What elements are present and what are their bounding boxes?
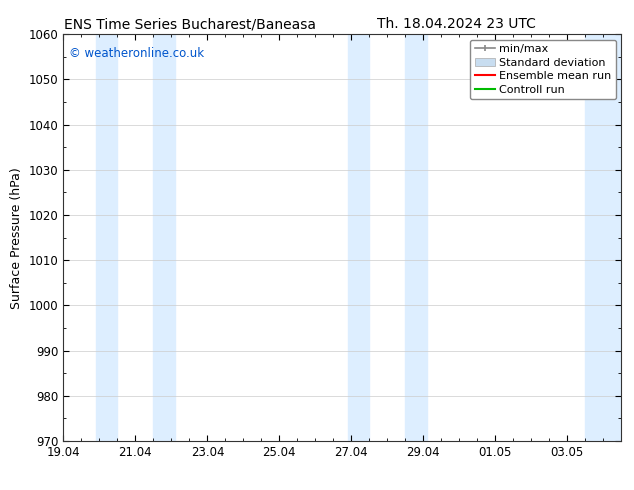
Y-axis label: Surface Pressure (hPa): Surface Pressure (hPa) <box>10 167 23 309</box>
Bar <box>153 34 175 441</box>
Text: Th. 18.04.2024 23 UTC: Th. 18.04.2024 23 UTC <box>377 17 536 31</box>
Bar <box>348 34 370 441</box>
Bar <box>96 34 117 441</box>
Bar <box>585 34 621 441</box>
Text: © weatheronline.co.uk: © weatheronline.co.uk <box>69 47 204 59</box>
Bar <box>405 34 427 441</box>
Legend: min/max, Standard deviation, Ensemble mean run, Controll run: min/max, Standard deviation, Ensemble me… <box>470 40 616 99</box>
Text: ENS Time Series Bucharest/Baneasa: ENS Time Series Bucharest/Baneasa <box>64 17 316 31</box>
